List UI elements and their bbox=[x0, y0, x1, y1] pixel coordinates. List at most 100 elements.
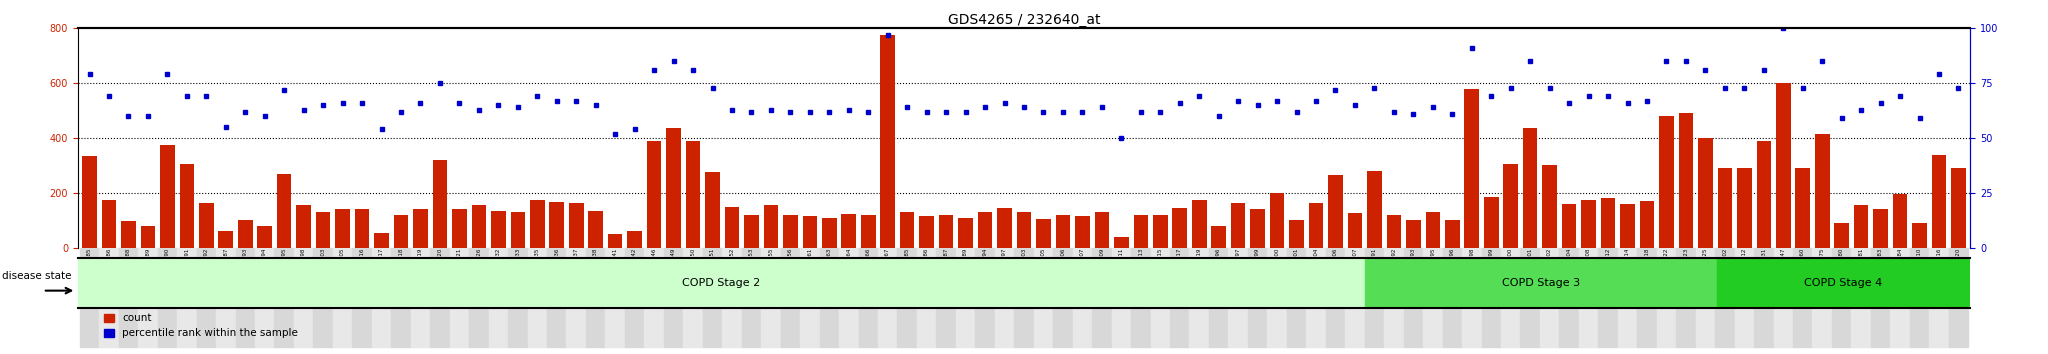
Bar bbox=[1636, 248, 1657, 347]
Bar bbox=[606, 248, 625, 347]
Bar bbox=[102, 200, 117, 248]
Bar bbox=[1757, 141, 1772, 248]
Bar bbox=[1016, 212, 1032, 248]
Bar bbox=[82, 156, 96, 248]
Bar bbox=[1386, 215, 1401, 248]
Bar bbox=[158, 248, 176, 347]
Bar bbox=[741, 248, 762, 347]
Bar bbox=[1503, 164, 1518, 248]
Bar bbox=[1753, 248, 1774, 347]
Bar bbox=[702, 248, 723, 347]
Bar bbox=[1190, 248, 1208, 347]
Bar bbox=[176, 248, 197, 347]
Bar bbox=[997, 208, 1012, 248]
Bar bbox=[510, 212, 524, 248]
Bar bbox=[569, 202, 584, 248]
Text: COPD Stage 2: COPD Stage 2 bbox=[682, 278, 760, 288]
Bar bbox=[1462, 248, 1481, 347]
Bar bbox=[489, 248, 508, 347]
Bar bbox=[762, 248, 780, 347]
Bar bbox=[78, 258, 1366, 308]
Bar bbox=[1208, 248, 1229, 347]
Bar bbox=[881, 35, 895, 248]
Bar bbox=[1481, 248, 1501, 347]
Bar bbox=[1112, 248, 1130, 347]
Bar bbox=[80, 248, 98, 347]
Bar bbox=[1737, 168, 1751, 248]
Bar bbox=[879, 248, 897, 347]
Bar bbox=[1929, 248, 1950, 347]
Bar bbox=[375, 233, 389, 248]
Bar bbox=[1036, 219, 1051, 248]
Bar bbox=[1675, 248, 1696, 347]
Bar bbox=[975, 248, 995, 347]
Bar bbox=[547, 248, 567, 347]
Bar bbox=[1169, 248, 1190, 347]
Bar bbox=[1368, 171, 1382, 248]
Bar bbox=[1815, 134, 1829, 248]
Bar bbox=[1133, 215, 1149, 248]
Bar bbox=[549, 202, 563, 248]
Bar bbox=[492, 211, 506, 248]
Bar bbox=[1776, 83, 1790, 248]
Bar bbox=[119, 248, 137, 347]
Bar bbox=[1286, 248, 1307, 347]
Bar bbox=[1171, 208, 1188, 248]
Bar bbox=[647, 141, 662, 248]
Bar bbox=[160, 145, 174, 248]
Bar bbox=[1055, 215, 1071, 248]
Bar bbox=[1735, 248, 1753, 347]
Bar bbox=[215, 248, 236, 347]
Bar bbox=[137, 248, 158, 347]
Bar bbox=[354, 209, 369, 248]
Bar bbox=[842, 213, 856, 248]
Bar bbox=[1114, 237, 1128, 248]
Bar bbox=[276, 174, 291, 248]
Bar bbox=[1075, 216, 1090, 248]
Bar bbox=[1640, 201, 1655, 248]
Bar bbox=[469, 248, 489, 347]
Bar bbox=[197, 248, 215, 347]
Bar bbox=[1346, 248, 1364, 347]
Bar bbox=[1892, 194, 1907, 248]
Bar bbox=[627, 232, 641, 248]
Bar bbox=[899, 212, 915, 248]
Bar bbox=[1698, 138, 1712, 248]
Bar bbox=[1423, 248, 1442, 347]
Bar bbox=[705, 172, 719, 248]
Bar bbox=[98, 248, 119, 347]
Bar bbox=[1247, 248, 1268, 347]
Bar bbox=[995, 248, 1014, 347]
Bar bbox=[528, 248, 547, 347]
Bar bbox=[1796, 168, 1810, 248]
Bar bbox=[471, 205, 485, 248]
Bar bbox=[1716, 258, 1970, 308]
Bar bbox=[1485, 197, 1499, 248]
Bar bbox=[199, 203, 213, 248]
Bar bbox=[897, 248, 918, 347]
Bar bbox=[725, 207, 739, 248]
Bar bbox=[256, 248, 274, 347]
Bar bbox=[1229, 248, 1247, 347]
Bar bbox=[918, 248, 936, 347]
Bar bbox=[391, 248, 412, 347]
Bar bbox=[1559, 248, 1579, 347]
Bar bbox=[1210, 226, 1227, 248]
Bar bbox=[1853, 205, 1868, 248]
Bar bbox=[1501, 248, 1520, 347]
Bar bbox=[858, 248, 879, 347]
Bar bbox=[1520, 248, 1540, 347]
Bar bbox=[1696, 248, 1714, 347]
Bar bbox=[1952, 168, 1966, 248]
Bar bbox=[567, 248, 586, 347]
Bar bbox=[1092, 248, 1112, 347]
Bar bbox=[860, 215, 877, 248]
Bar bbox=[453, 209, 467, 248]
Bar bbox=[645, 248, 664, 347]
Bar bbox=[1563, 204, 1577, 248]
Bar bbox=[1348, 213, 1362, 248]
Bar bbox=[1540, 248, 1559, 347]
Bar bbox=[508, 248, 528, 347]
Bar bbox=[664, 248, 684, 347]
Bar bbox=[625, 248, 645, 347]
